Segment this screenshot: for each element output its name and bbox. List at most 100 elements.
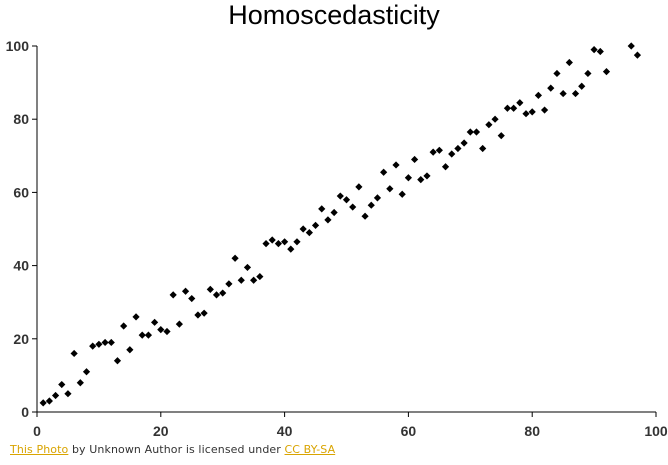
- data-point: [497, 132, 505, 140]
- data-point: [324, 216, 332, 224]
- data-point: [237, 276, 245, 284]
- data-point: [200, 309, 208, 317]
- data-point: [342, 196, 351, 204]
- data-point: [547, 84, 555, 92]
- data-point: [305, 229, 313, 237]
- data-point: [157, 326, 165, 334]
- data-point: [330, 208, 338, 217]
- data-point: [584, 69, 592, 78]
- data-point: [454, 144, 462, 153]
- data-point: [380, 168, 388, 176]
- y-tick-label: 80: [13, 111, 29, 127]
- data-point: [82, 368, 91, 376]
- data-point: [194, 311, 202, 319]
- data-point: [516, 99, 524, 107]
- data-point: [219, 289, 227, 297]
- data-point: [151, 318, 159, 326]
- y-tick-label: 60: [13, 184, 29, 200]
- y-tick-label: 100: [6, 38, 30, 54]
- scatter-plot: 0 20 40 60 80 100 0 20 40 60 80 100: [6, 38, 668, 439]
- data-point: [423, 172, 431, 180]
- data-point: [181, 287, 190, 295]
- data-point: [113, 357, 122, 365]
- data-point: [429, 148, 437, 156]
- data-point: [45, 397, 53, 405]
- data-point: [126, 346, 134, 354]
- data-point: [231, 254, 239, 262]
- data-point: [89, 342, 97, 350]
- data-point: [107, 338, 115, 347]
- data-point: [417, 175, 425, 184]
- data-point: [503, 104, 512, 112]
- data-point: [336, 192, 344, 200]
- data-point: [58, 380, 66, 389]
- data-point: [299, 225, 307, 233]
- x-tick-label: 20: [153, 423, 169, 439]
- data-point: [596, 47, 604, 56]
- x-tick-label: 60: [401, 423, 417, 439]
- x-tick-label: 100: [644, 423, 668, 439]
- data-point: [206, 285, 214, 293]
- data-point: [386, 185, 394, 193]
- data-point: [565, 58, 573, 67]
- data-point: [540, 106, 549, 114]
- data-point: [274, 240, 283, 248]
- y-tick-label: 0: [21, 404, 29, 420]
- data-point: [472, 128, 481, 136]
- data-point: [602, 68, 611, 76]
- data-point: [250, 276, 258, 284]
- data-point: [163, 327, 171, 336]
- data-point: [70, 349, 78, 358]
- data-point: [144, 331, 153, 339]
- data-point: [318, 205, 326, 213]
- data-point: [268, 236, 276, 244]
- data-point: [39, 399, 47, 407]
- data-point: [120, 322, 128, 330]
- data-point: [522, 110, 530, 118]
- data-point: [287, 245, 295, 253]
- data-point: [479, 144, 487, 153]
- data-point: [633, 51, 642, 59]
- data-point: [590, 46, 598, 54]
- data-point: [188, 294, 196, 303]
- chart-title: Homoscedasticity: [228, 0, 440, 30]
- data-point: [410, 155, 419, 164]
- data-point: [138, 331, 146, 339]
- x-tick-label: 40: [277, 423, 293, 439]
- photo-link[interactable]: This Photo: [10, 443, 69, 456]
- y-tick-label: 40: [13, 258, 29, 274]
- data-point: [311, 221, 320, 229]
- data-point: [491, 115, 499, 123]
- data-point: [553, 69, 561, 78]
- data-point: [262, 240, 270, 248]
- data-point: [169, 291, 177, 299]
- data-point: [175, 320, 183, 328]
- x-tick-label: 80: [524, 423, 540, 439]
- attribution: This Photo by Unknown Author is licensed…: [10, 443, 335, 456]
- y-tick-label: 20: [13, 331, 29, 347]
- data-point: [559, 89, 567, 98]
- data-point: [225, 280, 233, 288]
- data-point: [441, 163, 450, 171]
- data-point: [76, 379, 84, 387]
- data-point: [367, 201, 375, 209]
- data-point: [256, 272, 264, 281]
- data-point: [373, 194, 382, 202]
- data-point: [355, 183, 363, 191]
- data-point: [349, 203, 357, 211]
- data-point: [578, 82, 586, 90]
- data-point: [466, 128, 474, 136]
- data-point: [243, 263, 252, 272]
- data-point: [281, 238, 289, 246]
- data-point: [510, 104, 518, 112]
- x-tick-label: 0: [33, 423, 41, 439]
- data-point: [404, 174, 412, 182]
- data-point: [361, 212, 369, 220]
- data-point: [448, 150, 456, 158]
- data-point: [627, 42, 635, 50]
- data-point: [392, 161, 400, 169]
- license-link[interactable]: CC BY-SA: [284, 443, 336, 456]
- data-point: [101, 338, 109, 347]
- data-point: [528, 108, 536, 116]
- data-point: [460, 139, 468, 147]
